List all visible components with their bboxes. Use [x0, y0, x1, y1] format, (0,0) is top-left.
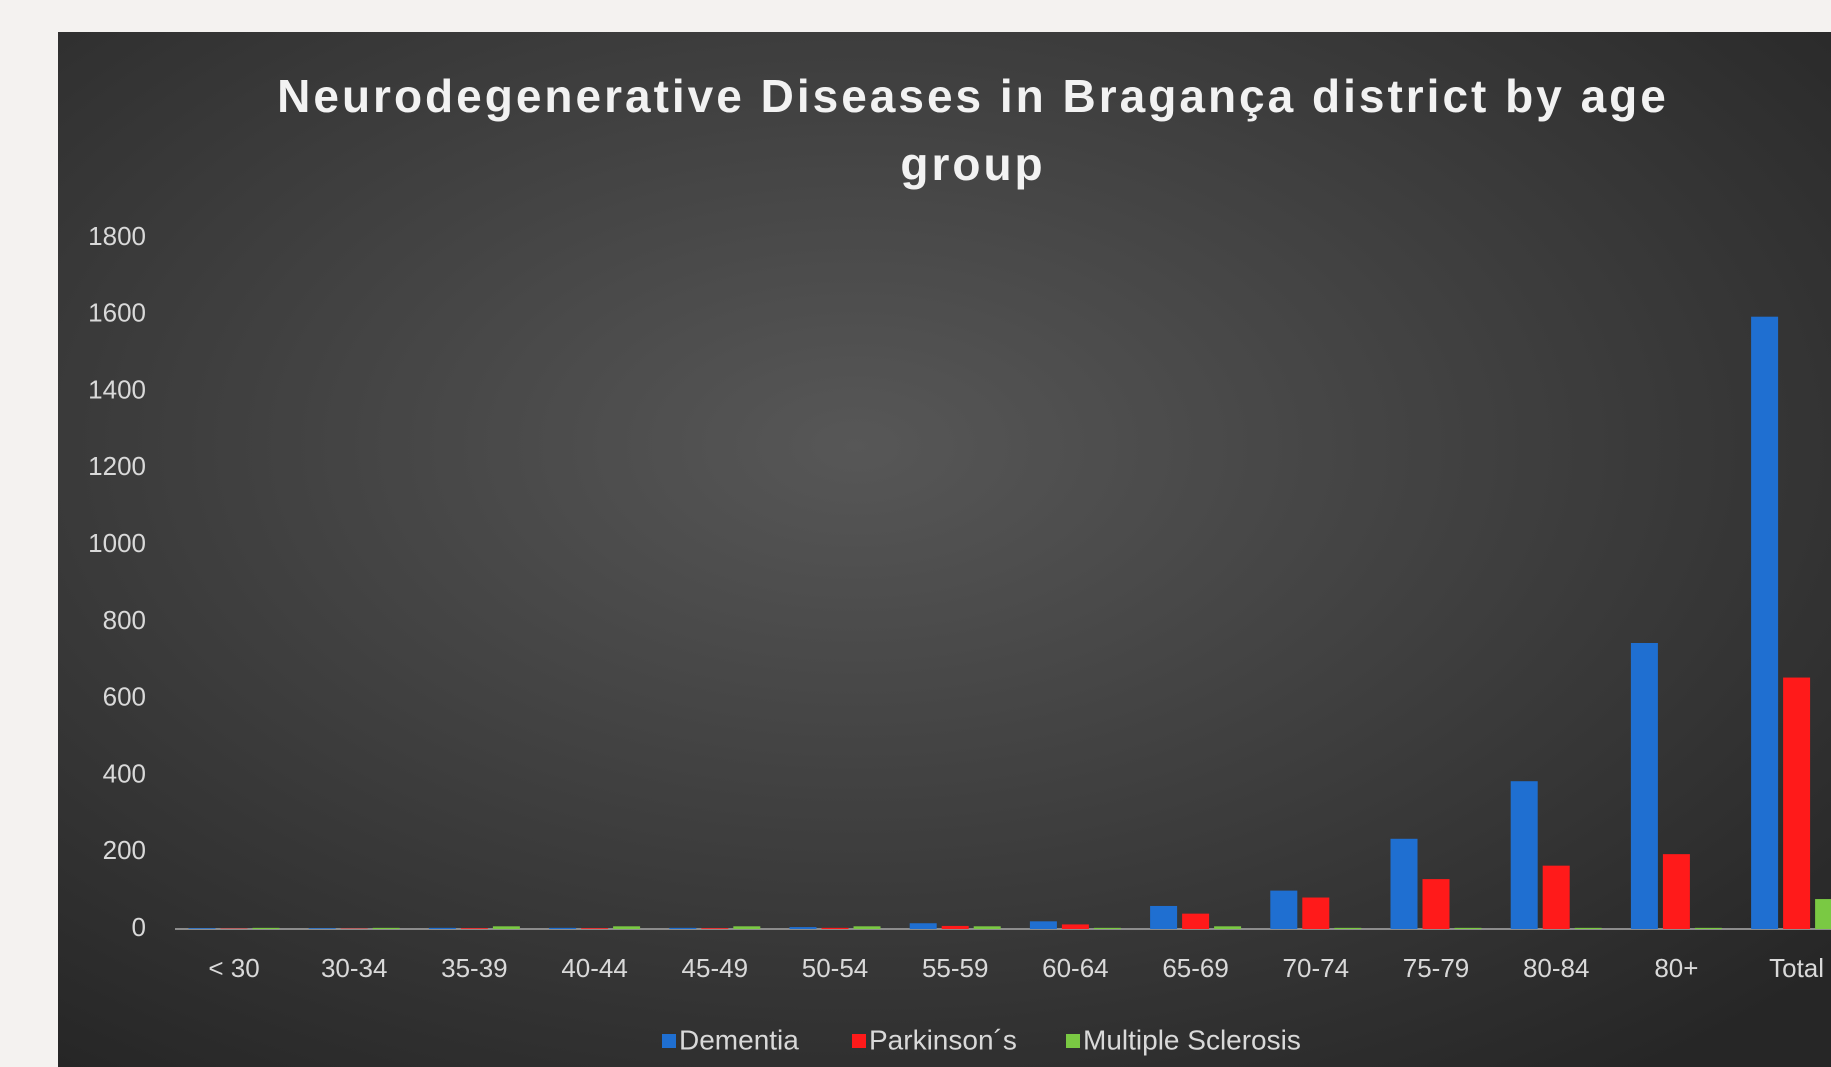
legend-label: Multiple Sclerosis: [1083, 1024, 1301, 1055]
y-tick-label: 1600: [88, 298, 146, 328]
x-tick-label: 80-84: [1523, 953, 1590, 983]
bar: [492, 926, 520, 929]
bar: [821, 927, 849, 929]
bar: [733, 926, 761, 929]
x-tick-label: < 30: [208, 953, 259, 983]
bar: [1334, 927, 1362, 929]
bar: [372, 927, 400, 929]
bar: [789, 927, 817, 929]
bar: [1029, 921, 1057, 929]
x-tick-label: 55-59: [922, 953, 989, 983]
bar: [1694, 927, 1722, 929]
chart-title: Neurodegenerative Diseases in Bragança d…: [277, 70, 1669, 190]
y-tick-label: 0: [132, 912, 146, 942]
bar: [1270, 890, 1298, 929]
bar: [252, 927, 280, 929]
y-tick-label: 400: [103, 758, 146, 788]
bar: [1422, 879, 1450, 929]
x-tick-label: 50-54: [802, 953, 869, 983]
bar: [549, 927, 577, 929]
bar: [941, 925, 969, 929]
bar: [581, 928, 609, 929]
bar: [669, 927, 697, 929]
bar: [701, 928, 729, 929]
y-tick-label: 600: [103, 682, 146, 712]
bar: [1783, 677, 1811, 929]
y-tick-label: 1800: [88, 221, 146, 251]
x-tick-label: 80+: [1654, 953, 1698, 983]
legend-label: Parkinson´s: [869, 1024, 1017, 1055]
bar: [613, 926, 641, 929]
bar: [1150, 905, 1178, 929]
x-tick-label: 75-79: [1403, 953, 1470, 983]
bar: [1302, 897, 1330, 929]
x-tick-label: Total: [1769, 953, 1824, 983]
bar: [1061, 924, 1089, 929]
bar: [188, 928, 216, 929]
y-tick-label: 200: [103, 835, 146, 865]
bar: [1093, 927, 1121, 929]
x-tick-label: 30-34: [321, 953, 388, 983]
bar: [1630, 643, 1658, 929]
x-tick-label: 65-69: [1162, 953, 1229, 983]
legend-swatch: [1066, 1034, 1080, 1048]
bar: [1751, 316, 1779, 929]
bar: [1662, 854, 1690, 929]
bar: [973, 926, 1001, 929]
x-tick-label: 70-74: [1283, 953, 1350, 983]
bar: [1510, 781, 1538, 929]
legend-swatch: [852, 1034, 866, 1048]
bar: [1454, 927, 1482, 929]
bar: [1182, 913, 1210, 929]
bar: [1390, 838, 1418, 929]
bar: [1542, 865, 1570, 929]
legend-swatch: [662, 1034, 676, 1048]
bar: [1214, 926, 1242, 929]
bar: [308, 928, 336, 929]
y-tick-label: 1400: [88, 374, 146, 404]
bar: [1815, 899, 1831, 929]
bar: [428, 927, 456, 929]
y-tick-label: 1200: [88, 451, 146, 481]
bar: [909, 923, 937, 929]
y-tick-label: 800: [103, 605, 146, 635]
bar: [853, 926, 881, 929]
x-tick-label: 60-64: [1042, 953, 1109, 983]
x-tick-label: 45-49: [682, 953, 749, 983]
y-tick-label: 1000: [88, 528, 146, 558]
x-tick-label: 40-44: [561, 953, 628, 983]
bar: [460, 928, 488, 929]
bar: [1574, 927, 1602, 929]
x-tick-label: 35-39: [441, 953, 508, 983]
legend-label: Dementia: [679, 1024, 799, 1055]
